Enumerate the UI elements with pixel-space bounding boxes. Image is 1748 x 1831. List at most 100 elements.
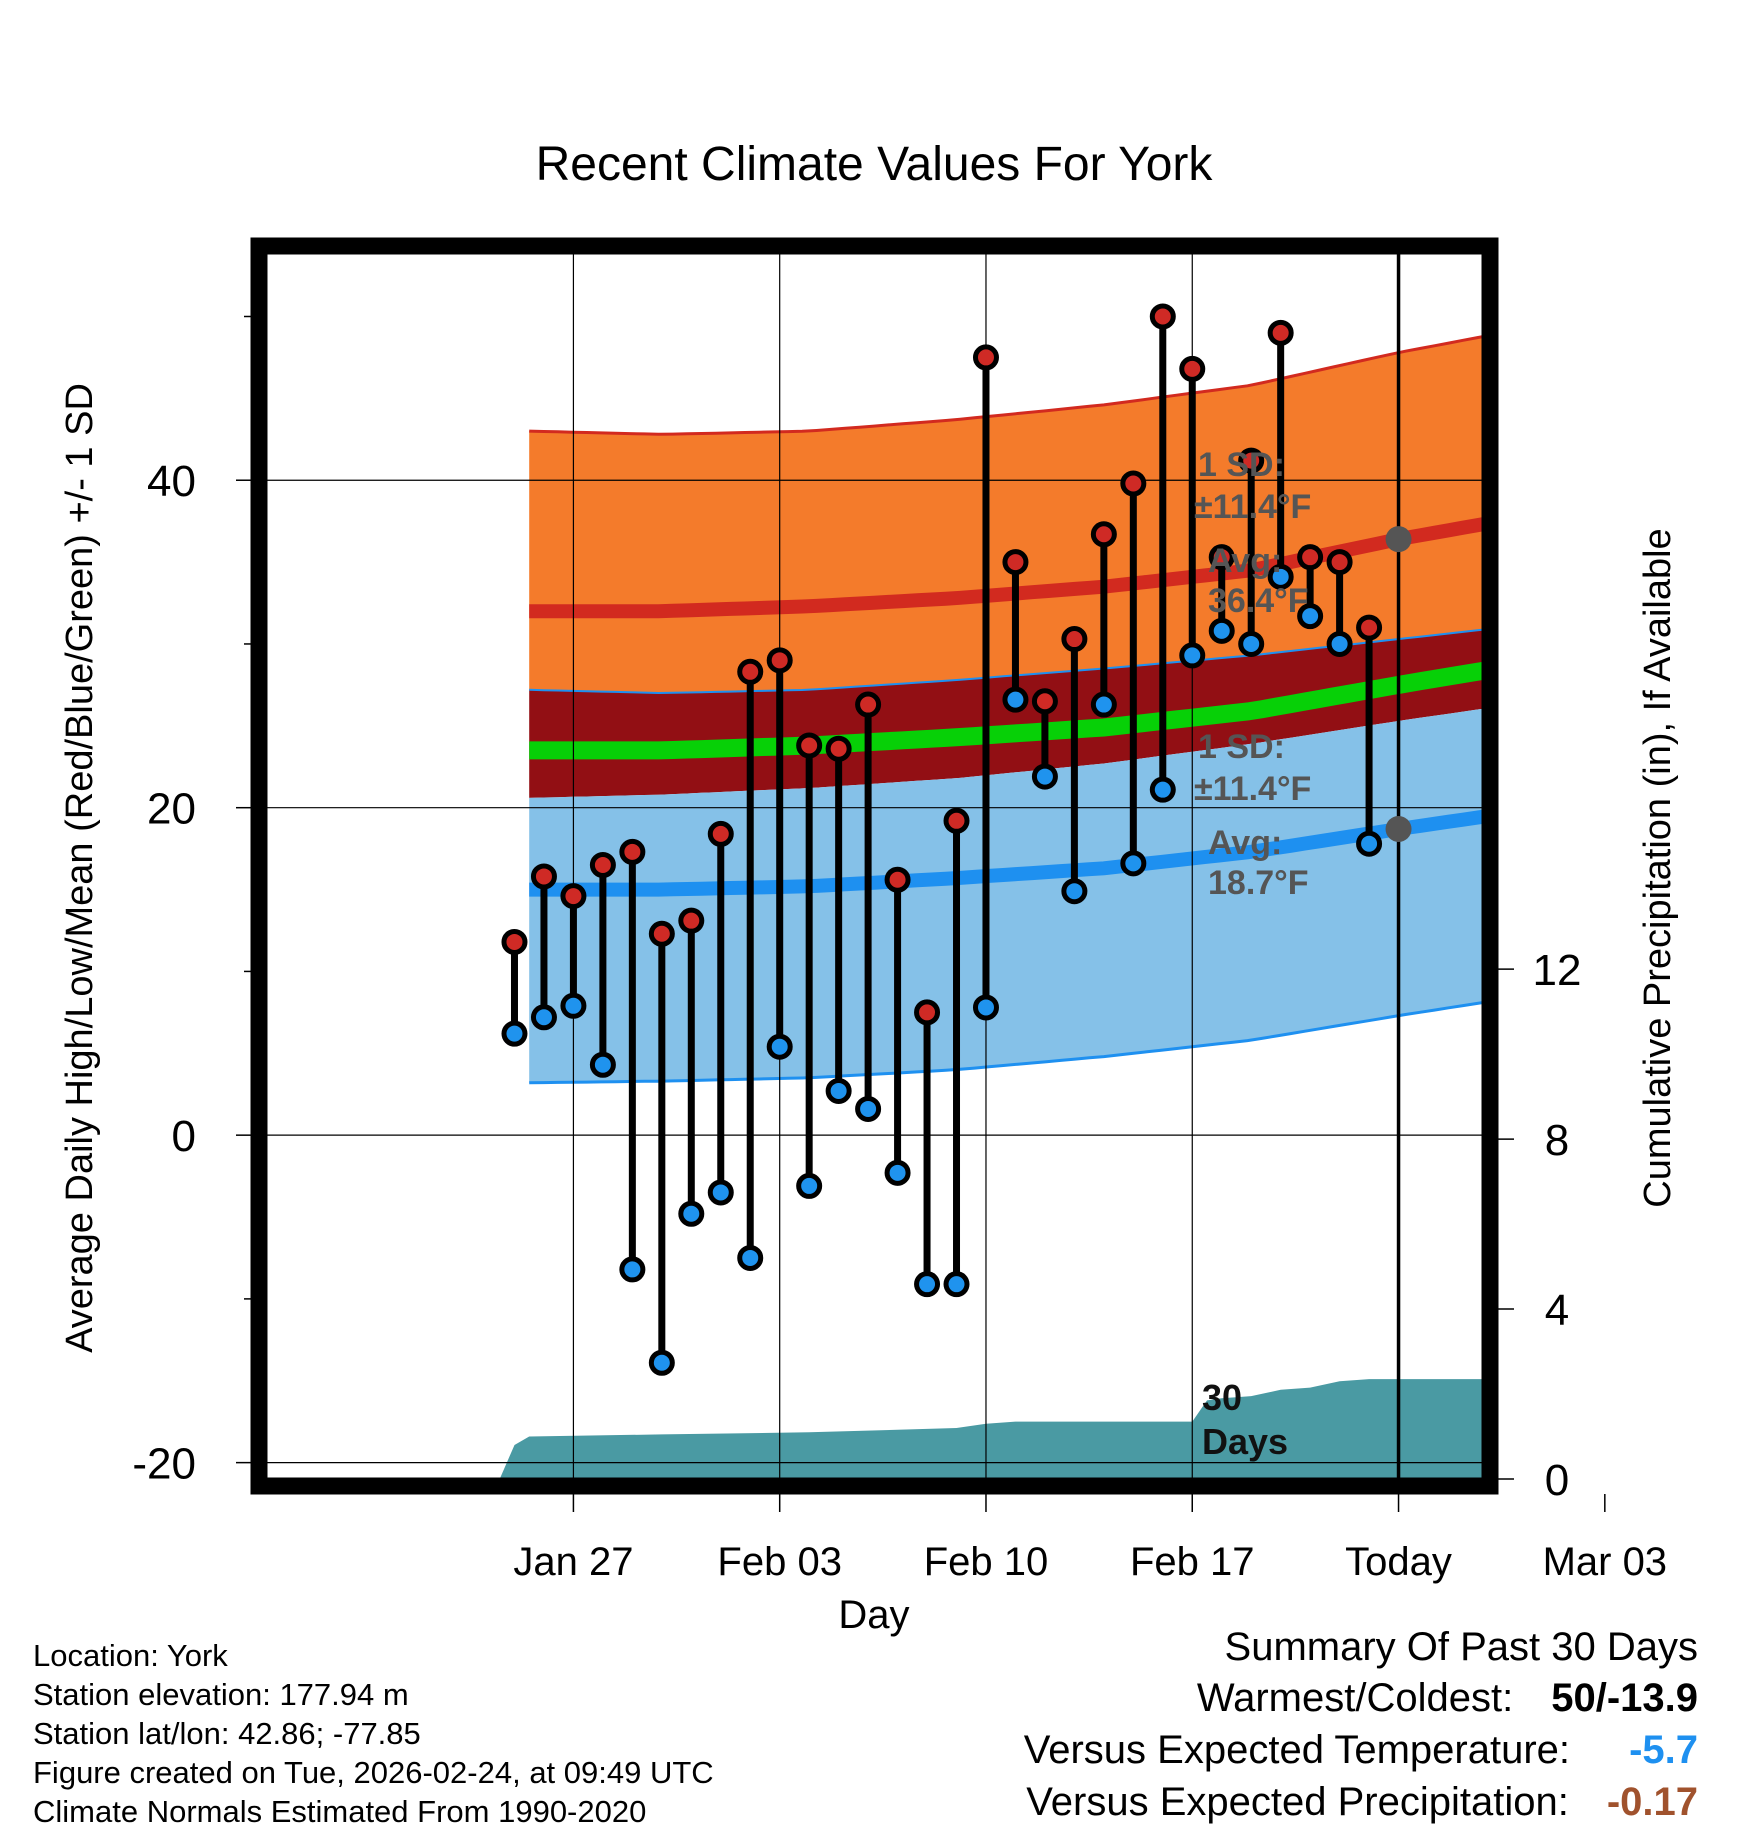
daily-high-dot xyxy=(914,999,941,1026)
low-normal-annotation: 1 SD: ±11.4°F Avg: 18.7°F xyxy=(1194,728,1311,902)
precip-days-annotation: 30 Days xyxy=(1202,1377,1288,1462)
high-sd-upper-edge xyxy=(529,334,1484,436)
daily-high-dot xyxy=(1061,626,1088,653)
daily-high-dot xyxy=(1149,303,1176,330)
daily-high-dot xyxy=(943,807,970,834)
summary-warmest-coldest-row: Warmest/Coldest: 50/-13.9 xyxy=(1024,1672,1698,1724)
normals-text: Climate Normals Estimated From 1990-2020 xyxy=(33,1794,647,1829)
high-avg-label: Avg: xyxy=(1208,542,1282,580)
axes: -20 0 20 40 0 4 8 12 Jan 27 Feb 03 Feb 10 Feb 17 Tod… xyxy=(132,315,1668,1584)
low-sd-value: ±11.4°F xyxy=(1194,770,1311,808)
vs-precip-value: -0.17 xyxy=(1606,1780,1698,1824)
daily-low-dot xyxy=(678,1200,705,1227)
chart-title: Recent Climate Values For York xyxy=(536,138,1214,191)
low-avg-value: 18.7°F xyxy=(1208,864,1309,902)
daily-high-dot xyxy=(1208,544,1235,571)
daily-high-dot xyxy=(707,820,734,847)
daily-high-dot xyxy=(1238,447,1265,474)
daily-high-dot xyxy=(1031,688,1058,715)
daily-high-dot xyxy=(1267,319,1294,346)
y2-axis-label: Cumulative Precipitation (in), If Availa… xyxy=(1637,528,1679,1207)
daily-high-dot xyxy=(501,928,528,955)
summary-precip-row: Versus Expected Precipitation: -0.17 xyxy=(1024,1776,1698,1828)
daily-high-dot xyxy=(796,732,823,759)
vs-temp-label: Versus Expected Temperature: xyxy=(1023,1728,1570,1772)
y-axis-label: Average Daily High/Low/Mean (Red/Blue/Gr… xyxy=(59,383,101,1353)
observation-marks xyxy=(501,303,1383,1376)
daily-low-dot xyxy=(501,1020,528,1047)
y-tick-label: 0 xyxy=(172,1112,196,1161)
daily-high-dot xyxy=(648,920,675,947)
y2-tick-label: 4 xyxy=(1545,1286,1569,1335)
high-avg-marker xyxy=(1385,526,1412,553)
station-metadata: Location: York Station elevation: 177.94… xyxy=(33,1636,714,1831)
daily-low-dot xyxy=(855,1095,882,1122)
summary-title: Summary Of Past 30 Days xyxy=(1224,1625,1698,1669)
created-text: Figure created on Tue, 2026-02-24, at 09… xyxy=(33,1755,714,1790)
elevation-text: Station elevation: 177.94 m xyxy=(33,1677,409,1712)
warmest-coldest-label: Warmest/Coldest: xyxy=(1196,1676,1514,1720)
y-tick-label: 40 xyxy=(147,457,196,506)
daily-high-dot xyxy=(972,344,999,371)
daily-low-dot xyxy=(1031,763,1058,790)
daily-high-dot xyxy=(1326,549,1353,576)
x-axis-label: Day xyxy=(838,1593,909,1637)
daily-low-dot xyxy=(737,1244,764,1271)
daily-low-dot xyxy=(1002,686,1029,713)
high-sd-label: 1 SD: xyxy=(1198,446,1285,484)
daily-high-dot xyxy=(884,866,911,893)
x-tick-label: Feb 10 xyxy=(924,1540,1049,1584)
daily-low-dot xyxy=(1208,617,1235,644)
y-tick-label: -20 xyxy=(132,1440,196,1489)
daily-high-dot xyxy=(678,907,705,934)
x-tick-label: Jan 27 xyxy=(513,1540,633,1584)
daily-low-dot xyxy=(619,1256,646,1283)
vs-temp-value: -5.7 xyxy=(1629,1728,1698,1772)
daily-low-dot xyxy=(1356,830,1383,857)
high-sd-band-upper xyxy=(529,336,1484,612)
plot-area xyxy=(264,251,1484,1479)
warmest-coldest-value: 50/-13.9 xyxy=(1551,1676,1698,1720)
daily-low-dot xyxy=(796,1172,823,1199)
daily-high-dot xyxy=(1356,614,1383,641)
daily-low-dot xyxy=(1238,630,1265,657)
daily-high-dot xyxy=(825,735,852,762)
daily-low-dot xyxy=(1149,776,1176,803)
daily-high-dot xyxy=(589,852,616,878)
avg-mean-line xyxy=(529,661,1484,760)
daily-high-dot xyxy=(766,647,793,674)
days-count: 30 xyxy=(1202,1377,1242,1418)
x-tick-label: Today xyxy=(1345,1540,1452,1584)
plot-frame xyxy=(250,237,1499,1495)
y2-tick-label: 0 xyxy=(1545,1456,1569,1505)
vs-precip-label: Versus Expected Precipitation: xyxy=(1026,1780,1569,1824)
daily-low-dot xyxy=(914,1271,941,1298)
daily-high-dot xyxy=(1297,544,1324,571)
daily-low-dot xyxy=(530,1004,557,1031)
low-sd-band-upper xyxy=(529,708,1484,890)
daily-low-dot xyxy=(1179,642,1206,669)
daily-low-dot xyxy=(1061,878,1088,905)
x-tick-label: Feb 17 xyxy=(1130,1540,1255,1584)
daily-low-dot xyxy=(1267,563,1294,590)
daily-high-dot xyxy=(560,883,587,910)
daily-low-dot xyxy=(825,1077,852,1104)
high-normal-annotation: 1 SD: ±11.4°F Avg: 36.4°F xyxy=(1194,446,1311,620)
y-tick-label: 20 xyxy=(147,785,196,834)
daily-high-dot xyxy=(737,658,764,685)
daily-low-dot xyxy=(884,1159,911,1186)
summary-temp-row: Versus Expected Temperature: -5.7 xyxy=(1024,1724,1698,1776)
daily-low-dot xyxy=(1120,850,1147,877)
daily-high-dot xyxy=(530,863,557,890)
daily-low-dot xyxy=(560,992,587,1019)
high-avg-value: 36.4°F xyxy=(1208,582,1309,620)
daily-high-dot xyxy=(1002,549,1029,576)
low-avg-marker xyxy=(1385,815,1412,842)
daily-low-dot xyxy=(1297,603,1324,630)
daily-low-dot xyxy=(766,1033,793,1060)
daily-low-dot xyxy=(648,1349,675,1376)
daily-low-dot xyxy=(1326,630,1353,657)
x-tick-label: Mar 03 xyxy=(1543,1540,1668,1584)
location-text: Location: York xyxy=(33,1638,228,1673)
